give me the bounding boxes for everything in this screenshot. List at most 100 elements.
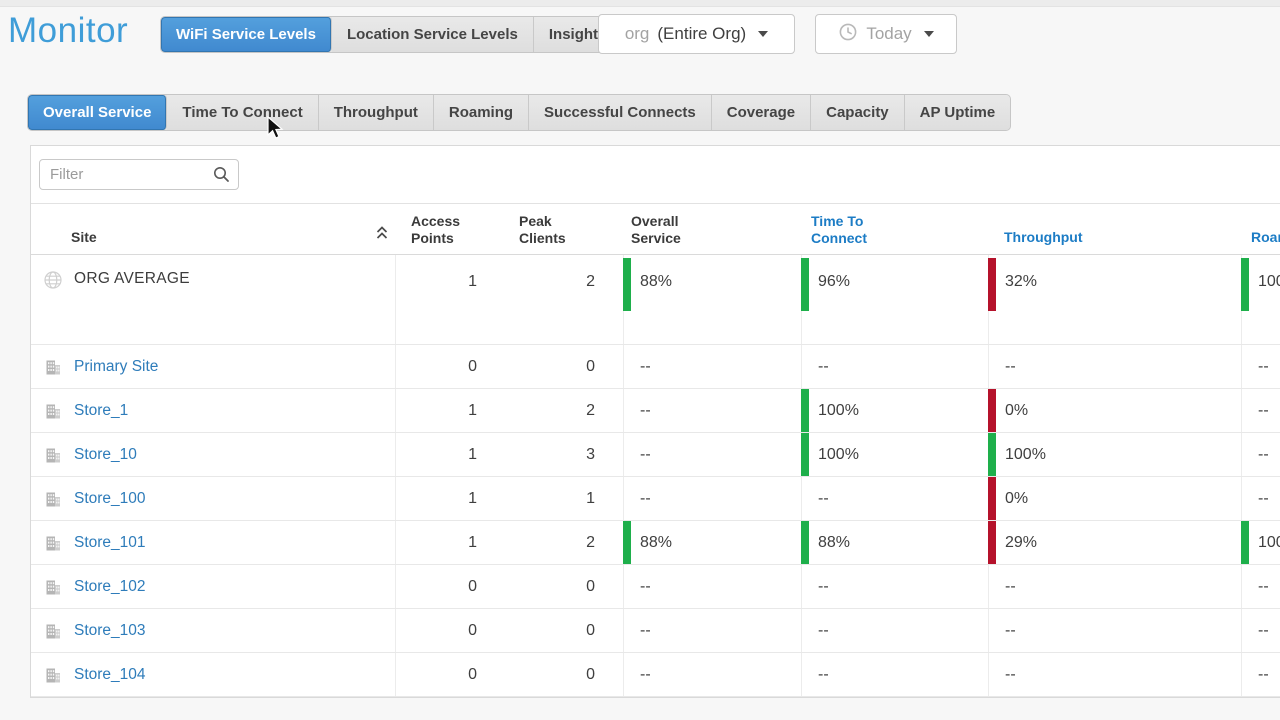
tab-ap-uptime[interactable]: AP Uptime xyxy=(904,95,1011,130)
time-to-connect-cell: 88% xyxy=(801,521,988,564)
service-level-bar xyxy=(801,521,809,564)
tab-roaming[interactable]: Roaming xyxy=(433,95,530,130)
org-scope-dropdown[interactable]: org (Entire Org) xyxy=(598,14,795,54)
site-cell[interactable]: ORG AVERAGE xyxy=(31,255,396,344)
roaming-cell: -- xyxy=(1241,609,1280,652)
site-name[interactable]: Store_103 xyxy=(74,621,146,639)
building-icon xyxy=(43,445,63,465)
tab-capacity[interactable]: Capacity xyxy=(811,95,905,130)
time-to-connect-cell: -- xyxy=(801,345,988,388)
column-header-site[interactable]: Site xyxy=(71,229,97,245)
service-level-value: -- xyxy=(640,621,651,639)
site-name[interactable]: Store_10 xyxy=(74,445,137,463)
peak-clients-value: 0 xyxy=(586,578,595,595)
service-level-value: -- xyxy=(640,445,651,463)
service-level-bar xyxy=(1241,521,1249,564)
table-row: Store_104 0 0 -- -- -- -- xyxy=(31,653,1280,697)
building-icon xyxy=(43,489,63,509)
peak-clients-value: 0 xyxy=(586,666,595,683)
table-body: ORG AVERAGE 1 2 88% 96% 32% 100% Primary… xyxy=(31,255,1280,697)
access-points-value: 0 xyxy=(468,358,477,375)
overall-service-cell: -- xyxy=(623,565,801,608)
metric-tab-group: Overall Service Time To Connect Throughp… xyxy=(27,94,1012,131)
time-to-connect-cell: -- xyxy=(801,565,988,608)
access-points-value: 1 xyxy=(468,534,477,551)
roaming-cell: 100% xyxy=(1241,521,1280,564)
throughput-cell: -- xyxy=(988,653,1241,696)
site-name[interactable]: Store_1 xyxy=(74,401,129,419)
peak-clients-value: 0 xyxy=(586,358,595,375)
service-level-value: 96% xyxy=(818,273,851,290)
overall-service-cell: 88% xyxy=(623,521,801,564)
throughput-cell: 0% xyxy=(988,389,1241,432)
service-level-value: 88% xyxy=(640,533,673,551)
peak-clients-value: 2 xyxy=(586,273,595,290)
service-level-bar xyxy=(988,433,996,476)
site-name[interactable]: Store_104 xyxy=(74,665,146,683)
table-row: Store_100 1 1 -- -- 0% -- xyxy=(31,477,1280,521)
service-level-value: -- xyxy=(818,665,829,683)
service-level-bar xyxy=(801,389,809,432)
tab-overall-service[interactable]: Overall Service xyxy=(28,95,168,130)
table-row: Primary Site 0 0 -- -- -- -- xyxy=(31,345,1280,389)
column-header-time-to-connect[interactable]: Time To Connect xyxy=(811,213,867,246)
search-icon xyxy=(213,166,230,188)
site-cell[interactable]: Primary Site xyxy=(31,345,396,388)
tab-successful-connects[interactable]: Successful Connects xyxy=(529,95,712,130)
service-level-bar xyxy=(988,521,996,564)
column-header-throughput[interactable]: Throughput xyxy=(1004,229,1083,245)
service-level-value: 100% xyxy=(1258,273,1280,290)
site-cell[interactable]: Store_100 xyxy=(31,477,396,520)
service-level-value: 88% xyxy=(818,533,851,551)
filter-input[interactable] xyxy=(39,159,239,190)
roaming-cell: -- xyxy=(1241,345,1280,388)
tab-coverage[interactable]: Coverage xyxy=(711,95,812,130)
site-cell[interactable]: Store_1 xyxy=(31,389,396,432)
access-points-value: 1 xyxy=(468,273,477,290)
site-name[interactable]: Store_102 xyxy=(74,577,146,595)
service-level-value: -- xyxy=(1258,357,1269,375)
time-range-dropdown[interactable]: Today xyxy=(815,14,957,54)
service-level-bar xyxy=(801,433,809,476)
table-header: Site Access Points Peak Clients Overall … xyxy=(31,203,1280,255)
filter-bar xyxy=(31,146,1280,203)
service-level-value: 0% xyxy=(1005,401,1029,419)
peak-clients-value: 3 xyxy=(586,446,595,463)
service-level-value: -- xyxy=(1258,445,1269,463)
roaming-cell: 100% xyxy=(1241,255,1280,344)
site-cell[interactable]: Store_104 xyxy=(31,653,396,696)
tab-time-to-connect[interactable]: Time To Connect xyxy=(167,95,319,130)
site-name[interactable]: Primary Site xyxy=(74,357,159,375)
service-level-value: -- xyxy=(640,665,651,683)
tab-throughput[interactable]: Throughput xyxy=(318,95,434,130)
column-header-roaming[interactable]: Roaming xyxy=(1251,229,1280,245)
overall-service-cell: -- xyxy=(623,477,801,520)
service-level-value: -- xyxy=(1005,621,1016,639)
throughput-cell: -- xyxy=(988,565,1241,608)
table-row: Store_101 1 2 88% 88% 29% 100% xyxy=(31,521,1280,565)
service-level-value: -- xyxy=(1258,621,1269,639)
site-cell[interactable]: Store_101 xyxy=(31,521,396,564)
site-name[interactable]: ORG AVERAGE xyxy=(74,270,190,287)
building-icon xyxy=(43,533,63,553)
table-row: ORG AVERAGE 1 2 88% 96% 32% 100% xyxy=(31,255,1280,345)
service-level-value: -- xyxy=(640,577,651,595)
site-name[interactable]: Store_100 xyxy=(74,489,146,507)
globe-icon xyxy=(43,270,63,290)
service-level-value: 29% xyxy=(1005,533,1038,551)
sort-ascending-icon[interactable] xyxy=(375,225,389,245)
building-icon xyxy=(43,577,63,597)
primary-tab-group: WiFi Service Levels Location Service Lev… xyxy=(160,16,623,53)
time-to-connect-cell: 100% xyxy=(801,389,988,432)
site-cell[interactable]: Store_10 xyxy=(31,433,396,476)
site-cell[interactable]: Store_103 xyxy=(31,609,396,652)
roaming-cell: -- xyxy=(1241,565,1280,608)
column-header-overall-service[interactable]: Overall Service xyxy=(631,213,681,246)
service-level-value: 100% xyxy=(818,445,859,463)
overall-service-cell: 88% xyxy=(623,255,801,344)
tab-wifi-service-levels[interactable]: WiFi Service Levels xyxy=(161,17,332,52)
site-name[interactable]: Store_101 xyxy=(74,533,146,551)
site-cell[interactable]: Store_102 xyxy=(31,565,396,608)
tab-location-service-levels[interactable]: Location Service Levels xyxy=(331,17,534,52)
